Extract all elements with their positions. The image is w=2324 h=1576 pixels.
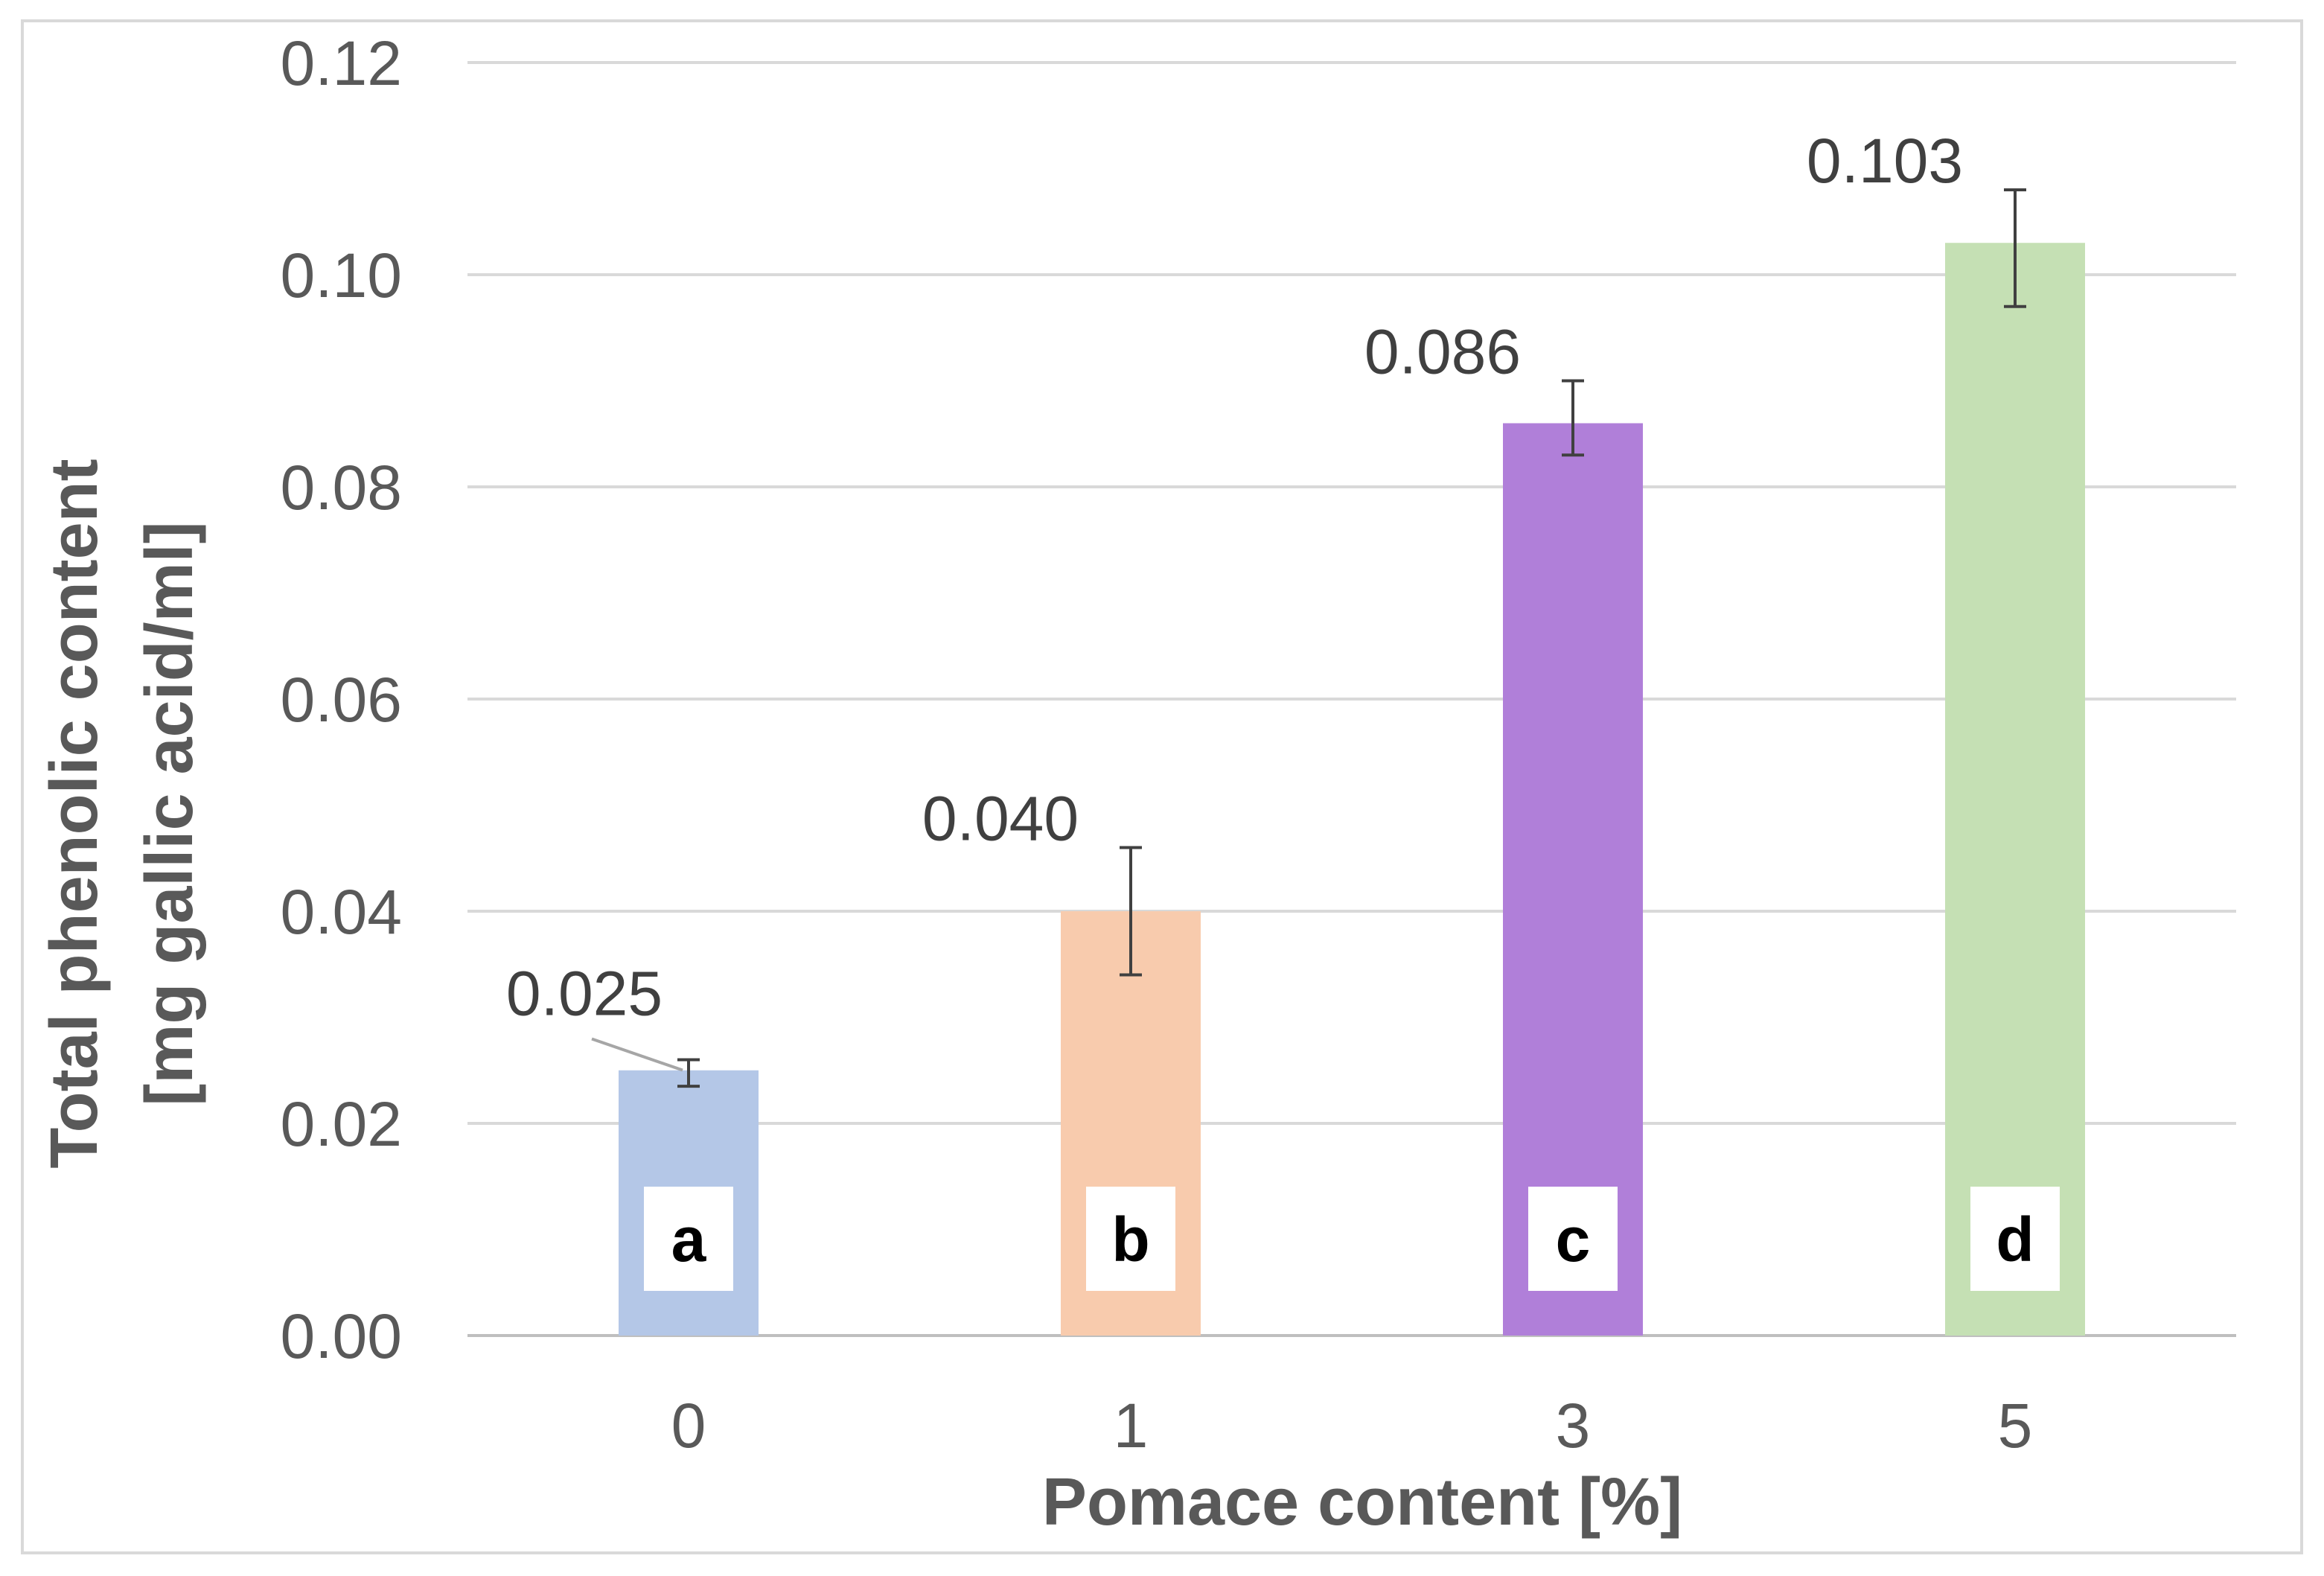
data-label: 0.025: [506, 959, 663, 1029]
y-axis-tick-labels: 0.00 0.02 0.04 0.06 0.08 0.10 0.12: [281, 28, 403, 1371]
x-tick-label: 3: [1556, 1391, 1591, 1461]
axis-titles: Pomace content [%] Total phenolic conten…: [37, 459, 1682, 1540]
x-tick-label: 0: [671, 1391, 706, 1461]
significance-letter-box: [1528, 1187, 1618, 1291]
significance-letter-box: [1086, 1187, 1175, 1291]
x-axis-tick-labels: 0 1 3 5: [671, 1391, 2033, 1461]
bar: [1503, 423, 1643, 1336]
x-tick-label: 1: [1114, 1391, 1149, 1461]
data-label: 0.040: [922, 784, 1079, 854]
gridlines: [467, 61, 2236, 1337]
y-tick-label: 0.08: [281, 453, 403, 523]
y-tick-label: 0.02: [281, 1089, 403, 1159]
y-tick-label: 0.06: [281, 665, 403, 735]
y-tick-label: 0.10: [281, 240, 403, 310]
bars: [619, 243, 2085, 1336]
y-tick-label: 0.00: [281, 1301, 403, 1371]
data-labels: 0.025 0.040 0.086 0.103: [506, 126, 1963, 1072]
data-label: 0.103: [1807, 126, 1963, 196]
data-label: 0.086: [1364, 317, 1521, 387]
x-tick-label: 5: [1998, 1391, 2033, 1461]
significance-letter: c: [1556, 1205, 1591, 1274]
y-axis-title-line-2: [mg gallic acid/ml]: [133, 521, 207, 1106]
significance-letter-box: [644, 1187, 733, 1291]
significance-letter: a: [671, 1205, 707, 1274]
significance-letter: b: [1111, 1205, 1149, 1274]
significance-letters: a b c d: [644, 1187, 2060, 1291]
significance-letter: d: [1996, 1205, 2034, 1274]
error-bars: [677, 188, 2026, 1088]
data-label-leader-line: [591, 1037, 683, 1072]
y-tick-label: 0.12: [281, 28, 403, 98]
y-tick-label: 0.04: [281, 877, 403, 947]
bar: [1945, 243, 2085, 1336]
y-axis-title-line-1: Total phenolic content: [37, 459, 112, 1168]
significance-letter-box: [1970, 1187, 2060, 1291]
x-axis-title: Pomace content [%]: [1042, 1465, 1682, 1540]
